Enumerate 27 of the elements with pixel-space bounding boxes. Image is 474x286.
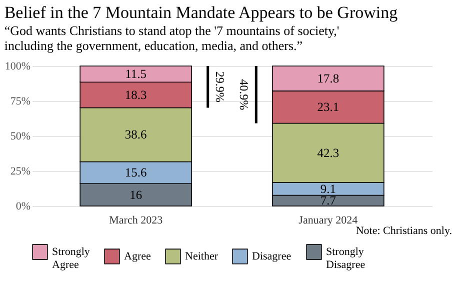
data-label: 38.6 (124, 128, 147, 142)
y-tick-label: 25% (10, 166, 30, 178)
data-label: 15.6 (124, 166, 147, 180)
data-label: 17.8 (317, 71, 340, 86)
data-label: 18.3 (124, 88, 147, 102)
legend-label: Strongly Agree (52, 246, 90, 271)
y-tick-label: 0% (16, 200, 30, 212)
y-tick-label: 75% (10, 96, 30, 108)
annotation: 40.9% (237, 79, 252, 110)
legend-label: Disagree (252, 250, 292, 262)
legend-label: Neither (185, 250, 218, 262)
data-label: 7.7 (320, 194, 336, 208)
x-tick-label: March 2023 (109, 214, 164, 226)
chart-subtitle: “God wants Christians to stand atop the '7 mountains of society,' including the government, education, media, and others.” (4, 23, 340, 53)
x-tick-label: January 2024 (298, 214, 358, 226)
chart-title: Belief in the 7 Mountain Mandate Appears to be Growing (4, 3, 398, 22)
data-label: 23.1 (317, 100, 340, 114)
data-label: 42.3 (317, 146, 340, 160)
legend-label: Strongly Disagree (326, 246, 366, 271)
data-label: 11.5 (125, 67, 147, 82)
y-tick-label: 50% (10, 130, 30, 142)
y-tick-label: 100% (4, 60, 30, 72)
legend-label: Agree (124, 250, 151, 262)
data-label: 9.1 (320, 182, 336, 196)
annotation: 29.9% (212, 71, 227, 102)
text: Note: Christians only. (356, 225, 452, 237)
data-label: 16 (130, 188, 142, 202)
